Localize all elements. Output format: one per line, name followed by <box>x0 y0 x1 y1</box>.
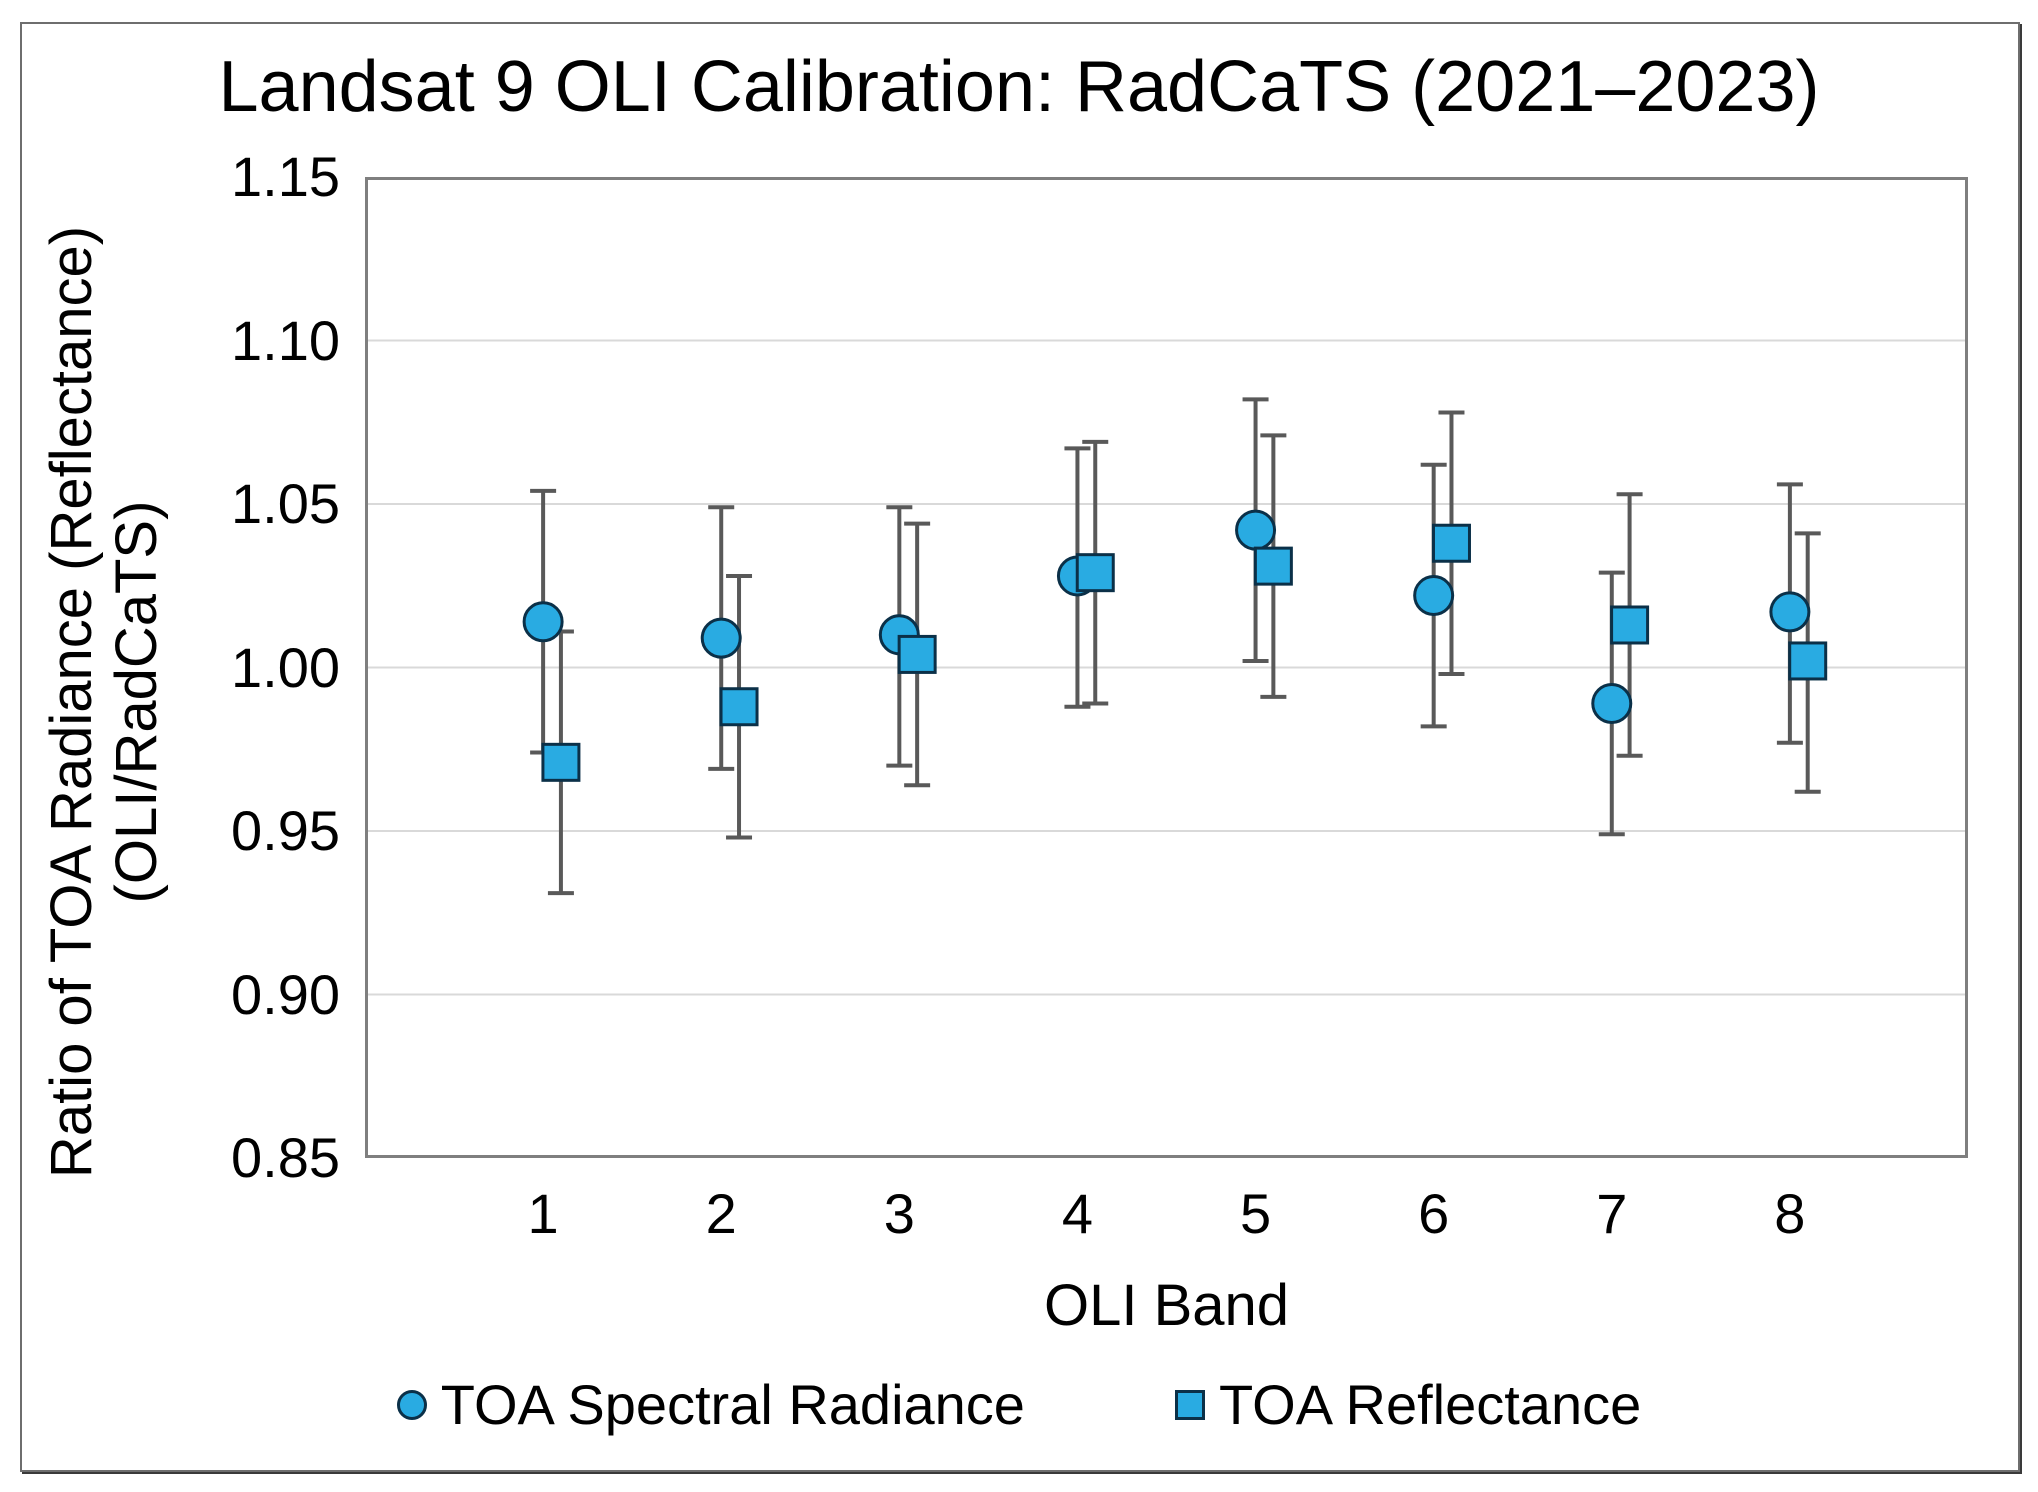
legend-item-reflectance: TOA Reflectance <box>1174 1372 1642 1437</box>
y-axis-title-line1: Ratio of TOA Radiance (Reflectance) <box>39 225 105 1179</box>
x-tick-label: 3 <box>883 1182 915 1245</box>
legend-label-radiance: TOA Spectral Radiance <box>440 1373 1025 1436</box>
x-tick-label: 6 <box>1418 1182 1450 1245</box>
legend-item-radiance: TOA Spectral Radiance <box>396 1372 1025 1437</box>
y-tick-label: 0.95 <box>231 799 340 862</box>
legend: TOA Spectral Radiance TOA Reflectance <box>0 1372 2038 1437</box>
y-tick-label: 1.10 <box>231 308 340 372</box>
x-tick-label: 1 <box>527 1182 559 1245</box>
x-axis-title: OLI Band <box>1043 1273 1290 1338</box>
x-tick-label: 5 <box>1239 1182 1272 1245</box>
y-tick-label: 0.85 <box>231 1126 340 1189</box>
x-tick-label: 2 <box>705 1182 737 1245</box>
circle-marker-icon <box>396 1389 427 1420</box>
y-tick-label: 0.90 <box>231 962 340 1026</box>
y-tick-label: 1.00 <box>231 635 340 699</box>
plot-svg <box>365 177 1968 1158</box>
y-tick-label: 1.05 <box>231 472 340 535</box>
x-tick-label: 7 <box>1596 1182 1628 1245</box>
square-marker-icon <box>1174 1389 1205 1420</box>
x-tick-label: 8 <box>1774 1182 1806 1245</box>
chart-title: Landsat 9 OLI Calibration: RadCaTS (2021… <box>218 47 1820 127</box>
x-tick-label: 4 <box>1061 1182 1094 1245</box>
plot-area <box>365 177 1968 1158</box>
legend-label-reflectance: TOA Reflectance <box>1218 1373 1642 1436</box>
y-tick-label: 1.15 <box>231 145 340 208</box>
